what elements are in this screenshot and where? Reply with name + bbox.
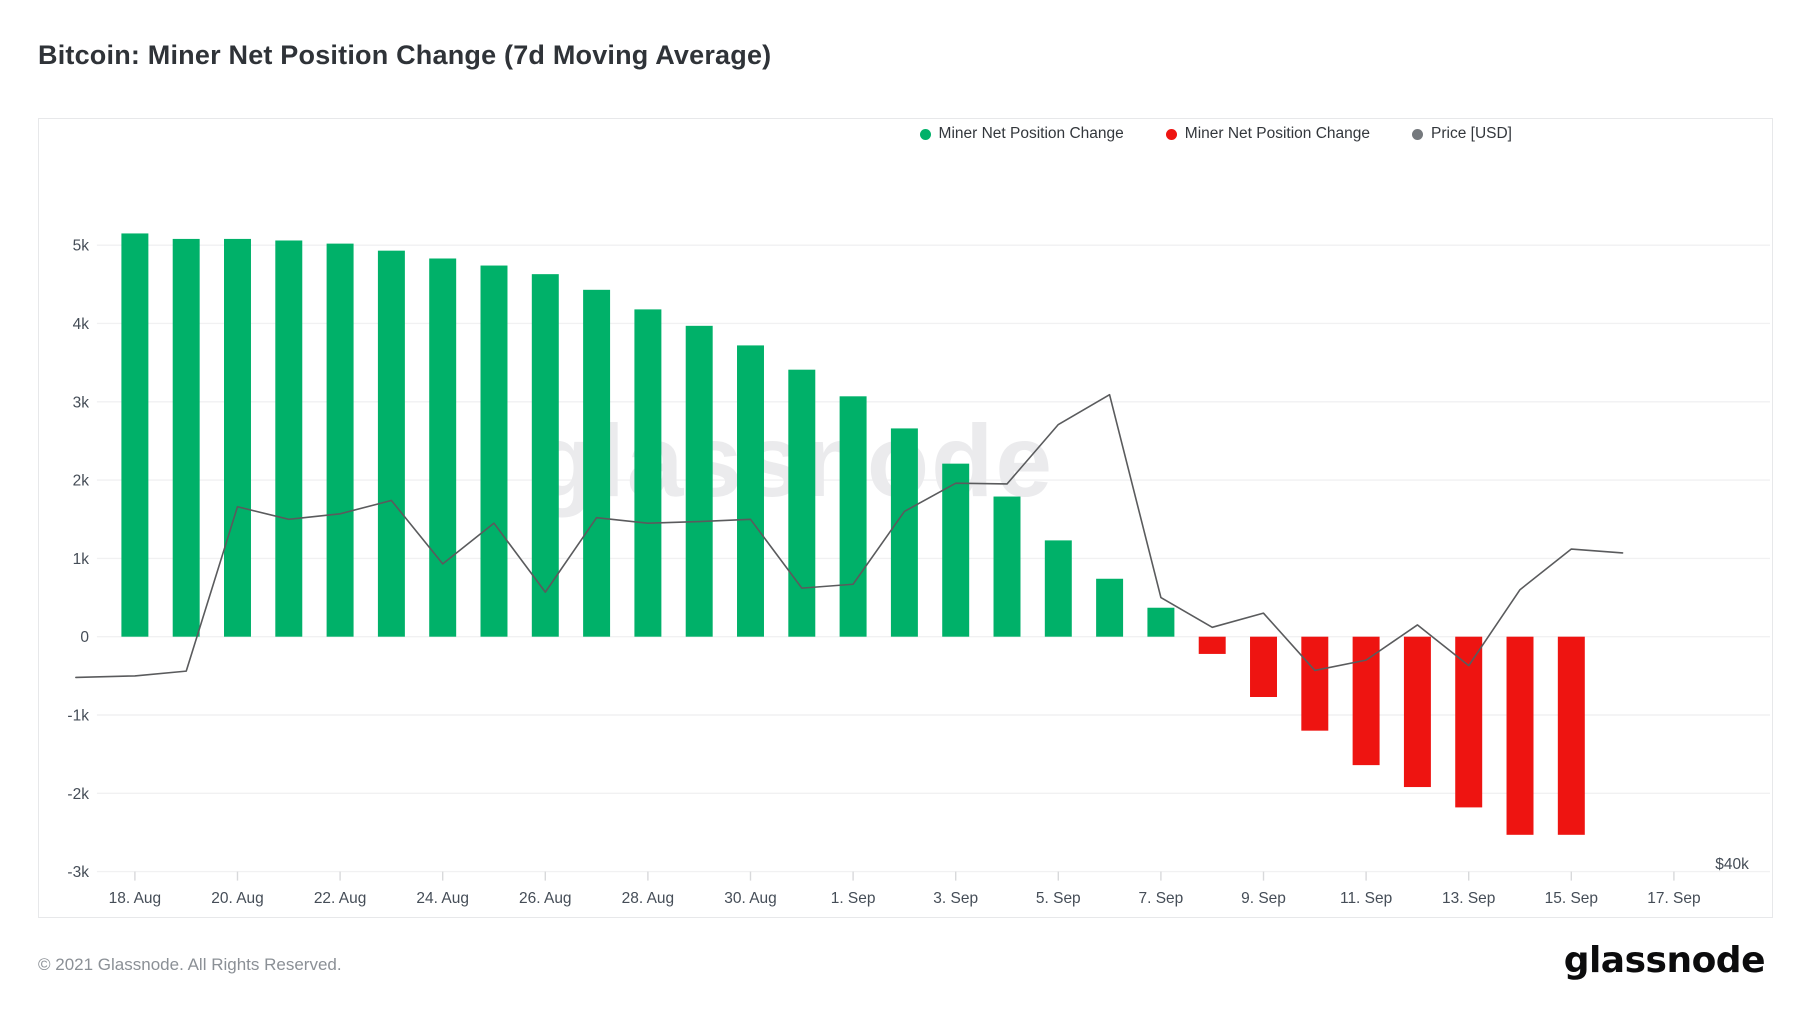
x-axis-label: 13. Sep: [1442, 890, 1495, 907]
bar-29-aug[interactable]: [685, 325, 713, 637]
x-axis-label: 15. Sep: [1545, 890, 1598, 907]
x-axis-label: 24. Aug: [416, 890, 469, 907]
bar-23-aug[interactable]: [377, 250, 405, 637]
x-axis-label: 5. Sep: [1036, 890, 1081, 907]
y-axis-label: 5k: [73, 238, 90, 255]
x-axis-label: 1. Sep: [831, 890, 876, 907]
bar-11-sep[interactable]: [1352, 636, 1380, 766]
bar-26-aug[interactable]: [531, 274, 559, 637]
copyright-text: © 2021 Glassnode. All Rights Reserved.: [38, 955, 342, 974]
y-axis-label: 1k: [73, 551, 90, 568]
legend-dot-icon: [919, 128, 931, 140]
y-axis-label: 2k: [73, 473, 90, 490]
bar-12-sep[interactable]: [1403, 636, 1431, 788]
bar-3-sep[interactable]: [942, 463, 970, 637]
legend-label: Miner Net Position Change: [938, 125, 1124, 142]
bar-22-aug[interactable]: [326, 243, 354, 637]
bar-5-sep[interactable]: [1044, 540, 1072, 637]
y-axis-label: -2k: [67, 786, 89, 803]
y-axis-label: -1k: [67, 708, 89, 725]
bar-21-aug[interactable]: [275, 240, 303, 637]
bar-13-sep[interactable]: [1455, 636, 1483, 808]
x-axis-label: 7. Sep: [1139, 890, 1184, 907]
bar-19-aug[interactable]: [172, 238, 200, 637]
bar-15-sep[interactable]: [1557, 636, 1585, 835]
bar-18-aug[interactable]: [121, 233, 149, 637]
bar-14-sep[interactable]: [1506, 636, 1534, 835]
bar-25-aug[interactable]: [480, 265, 508, 637]
x-axis-label: 22. Aug: [314, 890, 367, 907]
x-axis-label: 18. Aug: [109, 890, 162, 907]
right-axis-price-label: $40k: [1715, 856, 1749, 873]
glassnode-logo: glassnode: [1563, 940, 1766, 981]
bar-20-aug[interactable]: [224, 238, 251, 637]
bar-24-aug[interactable]: [429, 258, 457, 637]
legend-item-0[interactable]: Miner Net Position Change: [919, 125, 1124, 143]
bar-6-sep[interactable]: [1096, 578, 1124, 637]
legend-item-2[interactable]: Price [USD]: [1412, 125, 1512, 143]
bar-30-aug[interactable]: [737, 345, 764, 637]
x-axis-label: 3. Sep: [933, 890, 978, 907]
legend-label: Price [USD]: [1431, 125, 1512, 142]
bar-27-aug[interactable]: [583, 289, 611, 637]
legend-item-1[interactable]: Miner Net Position Change: [1165, 125, 1371, 143]
legend-dot-icon: [1165, 128, 1177, 140]
bar-31-aug[interactable]: [788, 369, 816, 637]
x-axis-label: 17. Sep: [1647, 890, 1700, 907]
bar-9-sep[interactable]: [1250, 636, 1277, 697]
price-line[interactable]: [75, 393, 1624, 679]
page-title: Bitcoin: Miner Net Position Change (7d M…: [38, 40, 772, 70]
x-axis-label: 11. Sep: [1340, 890, 1392, 907]
bar-7-sep[interactable]: [1147, 607, 1175, 637]
x-axis-label: 20. Aug: [211, 890, 264, 907]
bar-28-aug[interactable]: [634, 309, 662, 637]
chart-legend: Miner Net Position Change Miner Net Posit…: [919, 121, 1512, 147]
legend-label: Miner Net Position Change: [1184, 125, 1371, 142]
y-axis-label: 0: [80, 629, 89, 646]
y-axis-label: 3k: [73, 394, 90, 411]
x-axis-label: 28. Aug: [622, 890, 675, 907]
y-axis-label: -3k: [67, 864, 89, 881]
y-axis-label: 4k: [73, 316, 90, 333]
bar-2-sep[interactable]: [890, 428, 918, 637]
legend-dot-icon: [1412, 128, 1424, 140]
bar-8-sep[interactable]: [1198, 636, 1226, 654]
x-axis-label: 26. Aug: [519, 890, 572, 907]
x-axis-label: 9. Sep: [1241, 890, 1286, 907]
bar-4-sep[interactable]: [993, 496, 1021, 637]
x-axis-label: 30. Aug: [724, 890, 777, 907]
chart-container: Miner Net Position Change Miner Net Posit…: [38, 118, 1773, 918]
bar-10-sep[interactable]: [1301, 636, 1329, 731]
bar-1-sep[interactable]: [839, 396, 867, 637]
